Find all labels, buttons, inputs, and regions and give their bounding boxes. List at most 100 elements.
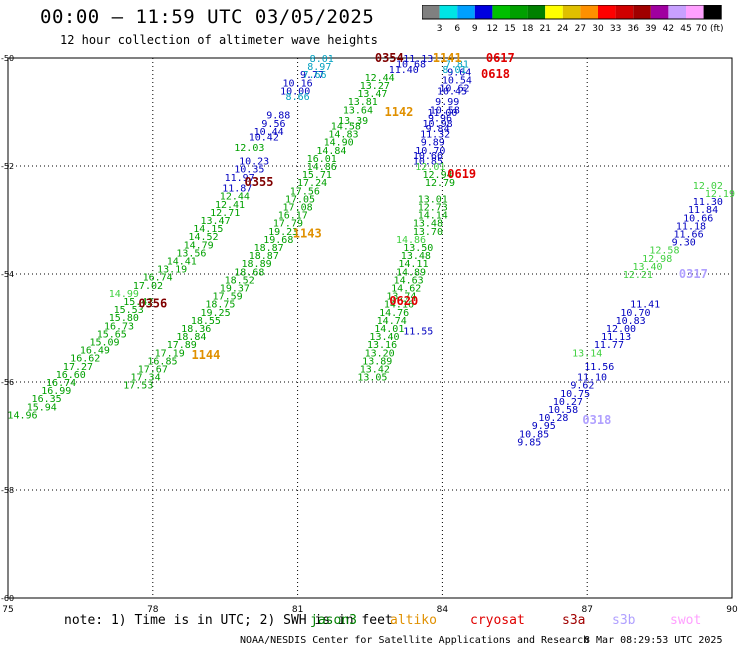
wave-height-label: 13.20 <box>365 348 395 359</box>
wave-height-label: 16.17 <box>278 211 308 222</box>
pass-time-label: 1142 <box>385 105 414 119</box>
wave-height-label: 9.62 <box>570 381 594 392</box>
wave-height-label: 10.28 <box>538 413 568 424</box>
wave-height-label: 10.23 <box>239 157 269 168</box>
wave-height-label: 9.89 <box>421 138 445 149</box>
colorbar-label: 36 <box>627 24 639 34</box>
wave-height-label: 17.08 <box>283 203 313 214</box>
wave-height-label: 13.16 <box>367 340 397 351</box>
colorbar-label: 45 <box>680 24 691 34</box>
colorbar-label: 21 <box>539 24 550 34</box>
wave-height-label: 14.89 <box>396 267 426 278</box>
colorbar-border <box>422 5 722 20</box>
wave-height-label: 10.66 <box>683 213 713 224</box>
wave-height-label: 9.95 <box>532 421 556 432</box>
wave-height-label: 17.67 <box>138 365 168 376</box>
wave-height-label: 11.32 <box>420 130 450 141</box>
wave-height-label: 14.63 <box>394 275 424 286</box>
wave-height-label: 14.86 <box>396 235 426 246</box>
wave-height-label: 16.85 <box>147 356 177 367</box>
wave-height-label: 17.59 <box>213 292 243 303</box>
wave-height-label: 8.97 <box>307 62 331 73</box>
colorbar-swatch <box>562 5 581 19</box>
wave-height-label: 14.01 <box>374 324 404 335</box>
wave-height-label: 14.14 <box>418 211 448 222</box>
legend-s3a: s3a <box>562 613 586 628</box>
credit-line: NOAA/NESDIS Center for Satellite Applica… <box>240 635 590 646</box>
wave-height-label: 9.84 <box>426 124 450 135</box>
wave-height-label: 10.58 <box>548 405 578 416</box>
wave-height-label: 11.10 <box>577 373 607 384</box>
wave-height-label: 19.37 <box>220 284 250 295</box>
wave-height-label: 9.99 <box>435 97 459 108</box>
wave-height-label: 14.76 <box>379 308 409 319</box>
wave-height-label: 12.94 <box>423 170 453 181</box>
wave-height-label: 16.73 <box>104 321 134 332</box>
colorbar-swatch <box>545 5 563 19</box>
x-tick-label: 90 <box>726 605 738 615</box>
wave-height-label: 10.83 <box>616 316 646 327</box>
wave-height-label: 8.01 <box>442 65 466 76</box>
y-tick-label: -54 <box>1 270 14 279</box>
pass-time-label: 0618 <box>481 67 510 81</box>
colorbar-label: 70 (ft) <box>696 24 724 34</box>
wave-height-label: 13.27 <box>360 81 390 92</box>
wave-height-label: 10.42 <box>249 132 279 143</box>
colorbar-swatch <box>457 5 475 19</box>
wave-height-label: 13.01 <box>418 194 448 205</box>
colorbar-label: 15 <box>504 24 515 34</box>
wave-height-label: 8.66 <box>286 92 310 103</box>
wave-height-label: 7.66 <box>302 70 326 81</box>
wave-height-label: 8.01 <box>310 54 334 65</box>
colorbar-swatch <box>598 5 616 19</box>
x-tick-label: 75 <box>2 605 13 615</box>
color-scale-legend: 3 6 9 12 15 18 21 24 27 30 33 36 39 42 45 70 (ft) <box>422 5 724 34</box>
pass-time-label: 1143 <box>293 227 322 241</box>
wave-height-label: 17.27 <box>63 362 93 373</box>
colorbar-label: 33 <box>610 24 621 34</box>
plot-frame <box>7 57 733 599</box>
wave-height-label: 14.15 <box>193 224 223 235</box>
colorbar-swatch <box>439 5 458 19</box>
x-tick-label: 81 <box>292 605 303 615</box>
wave-height-label: 15.65 <box>97 329 127 340</box>
wave-height-label: 11.18 <box>676 221 706 232</box>
wave-height-label: 9.85 <box>517 437 541 448</box>
wave-height-label: 14.86 <box>307 162 337 173</box>
wave-height-label: 10.70 <box>620 308 650 319</box>
wave-height-label: 10.66 <box>413 151 443 162</box>
pass-time-label: 0355 <box>245 175 274 189</box>
wave-height-label: 12.58 <box>649 246 679 257</box>
wave-height-label: 18.52 <box>225 275 255 286</box>
wave-height-label: 16.74 <box>143 273 173 284</box>
wave-height-label: 14.52 <box>188 232 218 243</box>
wave-height-label: 11.30 <box>693 197 723 208</box>
legend-cryosat: cryosat <box>470 613 525 628</box>
colorbar-swatch <box>422 5 440 19</box>
wave-height-label: 11.13 <box>601 332 631 343</box>
x-tick-label: 78 <box>147 605 159 615</box>
wave-height-label: 10.27 <box>553 397 583 408</box>
wave-height-label: 15.80 <box>109 313 139 324</box>
wave-height-label: 17.56 <box>290 186 320 197</box>
wave-height-label: 11.87 <box>222 184 252 195</box>
colorbar-swatch <box>633 5 651 19</box>
colorbar-swatch <box>527 5 546 19</box>
colorbar-swatch <box>492 5 510 19</box>
wave-height-label: 11.55 <box>403 327 433 338</box>
wave-height-label: 17.05 <box>285 194 315 205</box>
colorbar-label: 9 <box>472 24 478 34</box>
wave-height-label: 12.03 <box>234 143 264 154</box>
wave-height-label: 16.49 <box>80 346 110 357</box>
wave-height-label: 11.00 <box>427 108 457 119</box>
pass-time-label: 0617 <box>486 51 515 65</box>
wave-height-label: 12.73 <box>418 203 448 214</box>
wave-height-label: 14.11 <box>398 259 428 270</box>
legend-jason3: jason3 <box>310 613 357 628</box>
wave-height-label: 10.85 <box>413 157 443 168</box>
wave-height-label: 14.16 <box>384 300 414 311</box>
wave-height-label: 16.35 <box>32 394 62 405</box>
y-tick-label: -58 <box>1 486 14 495</box>
wave-height-label: 18.36 <box>181 324 211 335</box>
wave-height-label: 13.05 <box>357 373 387 384</box>
